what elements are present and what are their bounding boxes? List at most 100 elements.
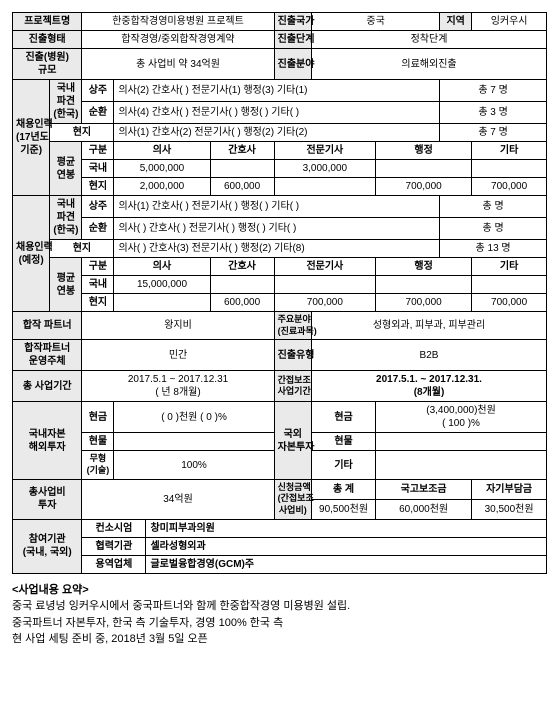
h1r1c: 총 7 명 [440,80,547,102]
summary-title: <사업내용 요약> [12,582,547,599]
h2r2a: 순환 [82,218,114,240]
h1r2b: 의사(4) 간호사( ) 전문기사( ) 행정( ) 기타( ) [114,102,440,124]
summary-l1: 중국 료녕넝 잉커우시에서 중국파트너와 함께 한중합작경영 미용병원 설립. [12,598,547,615]
h2df [472,276,547,294]
th3: 자기부담금 [472,479,547,499]
h2r1c: 총 명 [440,196,547,218]
summary-l3: 현 사업 세팅 준비 중, 2018년 3월 5일 오픈 [12,631,547,648]
h2hf: 기타 [472,258,547,276]
h2db: 15,000,000 [114,276,210,294]
inv-r1c: 현금 [312,402,376,433]
org2a: 협력기관 [82,537,146,555]
h1r3b: 의사(1) 간호사(2) 전문기사( ) 행정(2) 기타(2) [114,124,440,142]
lbl-form: 진출형태 [13,31,82,49]
lbl-partner: 합작 파트너 [13,312,82,340]
lbl-country: 진출국가 [274,13,311,31]
h2lb [114,294,210,312]
inv-r3c: 기타 [312,451,376,479]
val-type: B2B [312,340,547,371]
lbl-stage: 진출단계 [274,31,311,49]
val-form: 합작경영/중외합작경영계약 [82,31,274,49]
h1da: 국내 [82,160,114,178]
h2r3b: 의사( ) 간호사(3) 전문기사( ) 행정(2) 기타(8) [114,240,440,258]
h2hd: 전문기사 [274,258,375,276]
h1r3c: 총 7 명 [440,124,547,142]
h2lf: 700,000 [472,294,547,312]
h2ha: 구분 [82,258,114,276]
h2le: 700,000 [376,294,472,312]
h2ld: 700,000 [274,294,375,312]
val-period: 2017.5.1 ~ 2017.12.31 ( 년 8개월) [82,371,274,402]
h1r1b: 의사(2) 간호사( ) 전문기사(1) 행정(3) 기타(1) [114,80,440,102]
inv-r3b: 100% [114,451,274,479]
summary-block: <사업내용 요약> 중국 료녕넝 잉커우시에서 중국파트너와 함께 한중합작경영… [12,582,547,648]
inv-r1b: ( 0 )천원 ( 0 )% [114,402,274,433]
h1lb: 2,000,000 [114,178,210,196]
val-subperiod: 2017.5.1. ~ 2017.12.31. (8개월) [312,371,547,402]
lbl-scale: 진출(병원) 규모 [13,49,82,80]
org3a: 용역업체 [82,555,146,573]
h1lf: 700,000 [472,178,547,196]
val-project: 한중합작경영미용병원 프로젝트 [82,13,274,31]
h2he: 행정 [376,258,472,276]
h1r1a: 상주 [82,80,114,102]
h1ld [274,178,375,196]
inv-r2a: 현물 [82,433,114,451]
h2dc [210,276,274,294]
inv-r3a: 무형(기술) [82,451,114,479]
th1: 총 계 [312,479,376,499]
h1hf: 기타 [472,142,547,160]
org1a: 컨소시엄 [82,519,146,537]
h1dd: 3,000,000 [274,160,375,178]
tv2: 60,000천원 [376,499,472,519]
h2r2c: 총 명 [440,218,547,240]
org3b: 글로벌융합경영(GCM)주 [146,555,547,573]
val-scale: 총 사업비 약 34억원 [82,49,274,80]
h2hb: 의사 [114,258,210,276]
val-total: 34억원 [82,479,274,519]
lbl-period: 총 사업기간 [13,371,82,402]
project-table: 프로젝트명 한중합작경영미용병원 프로젝트 진출국가 중국 지역 잉커우시 진출… [12,12,547,574]
lbl-avg2: 평균 연봉 [50,258,82,312]
org2b: 셀라성형외과 [146,537,547,555]
h1db: 5,000,000 [114,160,210,178]
lbl-invest-dom: 국내자본 해외투자 [13,402,82,479]
val-partner: 왕지비 [82,312,274,340]
h1lc: 600,000 [210,178,274,196]
lbl-avg1: 평균 연봉 [50,142,82,196]
inv-r1a: 현금 [82,402,114,433]
h1la: 현지 [82,178,114,196]
lbl-field: 진출분야 [274,49,311,80]
h1r3a: 현지 [50,124,114,142]
lbl-subperiod: 간접보조 사업기간 [274,371,311,402]
h1hb: 의사 [114,142,210,160]
tv1: 90,500천원 [312,499,376,519]
h2r1b: 의사(1) 간호사( ) 전문기사( ) 행정( ) 기타( ) [114,196,440,218]
h2dd [274,276,375,294]
val-field: 의료해외진출 [312,49,547,80]
lbl-apply: 신청금액 (간접보조 사업비) [274,479,311,519]
h2de [376,276,472,294]
h2da: 국내 [82,276,114,294]
lbl-hire2: 채용인력 (예정) [13,196,50,312]
val-stage: 정착단계 [312,31,547,49]
h1hd: 전문기사 [274,142,375,160]
inv-r2b [114,433,274,451]
val-mainfield: 성형외과, 피부과, 피부관리 [312,312,547,340]
lbl-hire1: 채용인력 (17년도 기준) [13,80,50,196]
lbl-operator: 합작파트너 운영주체 [13,340,82,371]
lbl-dispatch2: 국내 파견 (한국) [50,196,82,240]
inv-r1d: (3,400,000)천원 ( 100 )% [376,402,547,433]
val-region: 잉커우시 [472,13,547,31]
h1de [376,160,472,178]
th2: 국고보조금 [376,479,472,499]
h2r3a: 현지 [50,240,114,258]
lbl-dispatch1: 국내 파견 (한국) [50,80,82,124]
h1le: 700,000 [376,178,472,196]
h1ha: 구분 [82,142,114,160]
lbl-region: 지역 [440,13,472,31]
lbl-total: 총사업비 투자 [13,479,82,519]
inv-r3d [376,451,547,479]
inv-r2c: 현물 [312,433,376,451]
h2la: 현지 [82,294,114,312]
